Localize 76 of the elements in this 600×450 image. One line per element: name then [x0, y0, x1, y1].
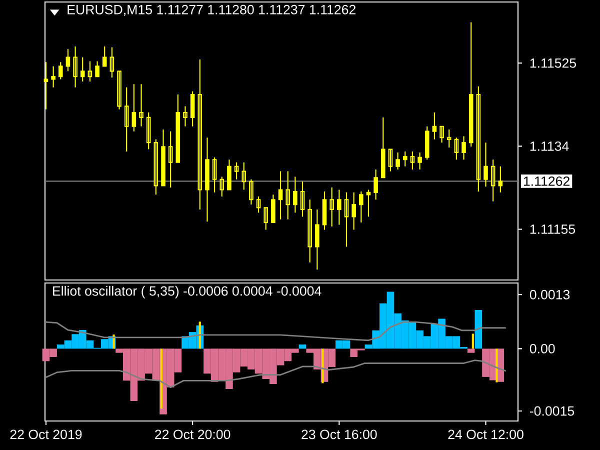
candlestick: [51, 66, 56, 88]
candlestick: [374, 168, 378, 200]
candlestick: [220, 176, 224, 197]
x-tick-label: 22 Oct 2019: [10, 430, 82, 440]
bar: [496, 348, 498, 382]
candlestick: [264, 207, 268, 230]
candlestick: [278, 170, 283, 220]
candlestick: [102, 46, 107, 67]
candlestick: [242, 162, 246, 190]
y-tick-label: 1.11525: [530, 58, 576, 68]
candlestick: [117, 70, 122, 110]
candlestick: [410, 151, 415, 170]
y-tick-label: 0.00: [530, 344, 555, 354]
candlestick: [227, 159, 232, 190]
bar: [322, 348, 324, 384]
candlestick: [446, 129, 452, 148]
candlestick: [212, 156, 217, 193]
x-tick-label: 24 Oct 12:00: [448, 430, 524, 440]
candlestick: [424, 126, 430, 160]
candlestick: [286, 170, 290, 220]
candlestick: [330, 186, 334, 228]
bar: [298, 344, 306, 349]
candlestick: [249, 178, 254, 206]
candlestick: [402, 151, 408, 167]
bar: [474, 310, 482, 349]
candlestick: [124, 86, 129, 152]
candlestick: [58, 62, 63, 80]
candlestick: [205, 137, 210, 222]
candlestick: [454, 137, 459, 160]
candlestick: [256, 196, 261, 214]
candlestick: [183, 106, 188, 127]
x-tick-label: 22 Oct 20:00: [155, 430, 230, 440]
candlestick: [418, 152, 422, 170]
candlestick: [73, 46, 78, 88]
candlestick: [161, 129, 166, 186]
candlestick: [300, 181, 305, 218]
candlestick: [271, 194, 276, 224]
candlestick: [132, 84, 136, 132]
candlestick: [468, 22, 474, 148]
x-tick-label: 23 Oct 16:00: [302, 430, 377, 440]
candlestick: [344, 192, 349, 248]
candlestick: [95, 60, 100, 78]
chart-title: Elliot oscillator ( 5,35) -0.0006 0.0004 -0.0004: [53, 286, 322, 298]
candlestick: [380, 116, 386, 178]
y-tick-label: -0.0015: [530, 406, 574, 416]
candlestick: [366, 189, 371, 218]
candlestick: [484, 142, 488, 188]
chart-title: EURUSD,M15 1.11277 1.11280 1.11237 1.11262: [68, 4, 356, 16]
candlestick: [168, 130, 173, 188]
candlestick: [352, 192, 356, 230]
candlestick: [432, 112, 437, 140]
candlestick: [234, 162, 239, 180]
candlestick: [315, 208, 320, 270]
candlestick: [498, 166, 503, 193]
candlestick: [490, 159, 496, 202]
candlestick: [440, 126, 444, 144]
candlestick: [359, 190, 364, 224]
candlestick: [462, 136, 466, 160]
candlestick: [110, 46, 114, 78]
candlestick: [337, 189, 342, 226]
bar: [472, 334, 474, 349]
ref-line-label: 1.11262: [524, 176, 570, 186]
bar: [160, 348, 162, 409]
line-series: [45, 360, 507, 388]
candlestick: [80, 56, 85, 82]
candlestick: [293, 176, 298, 214]
candlestick: [88, 60, 92, 82]
candlestick: [66, 48, 70, 72]
y-tick-label: 0.0013: [530, 290, 570, 300]
candlestick: [308, 199, 312, 264]
candlestick: [139, 84, 144, 127]
y-tick-label: 1.11155: [530, 224, 576, 234]
candlestick: [44, 62, 48, 110]
y-tick-label: 1.1134: [530, 141, 569, 151]
bar: [467, 348, 475, 353]
candlestick: [396, 152, 400, 170]
